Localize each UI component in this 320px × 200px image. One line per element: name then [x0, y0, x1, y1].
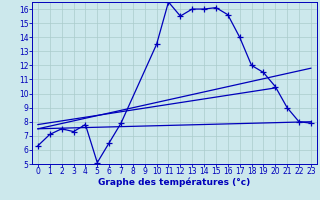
- X-axis label: Graphe des températures (°c): Graphe des températures (°c): [98, 178, 251, 187]
